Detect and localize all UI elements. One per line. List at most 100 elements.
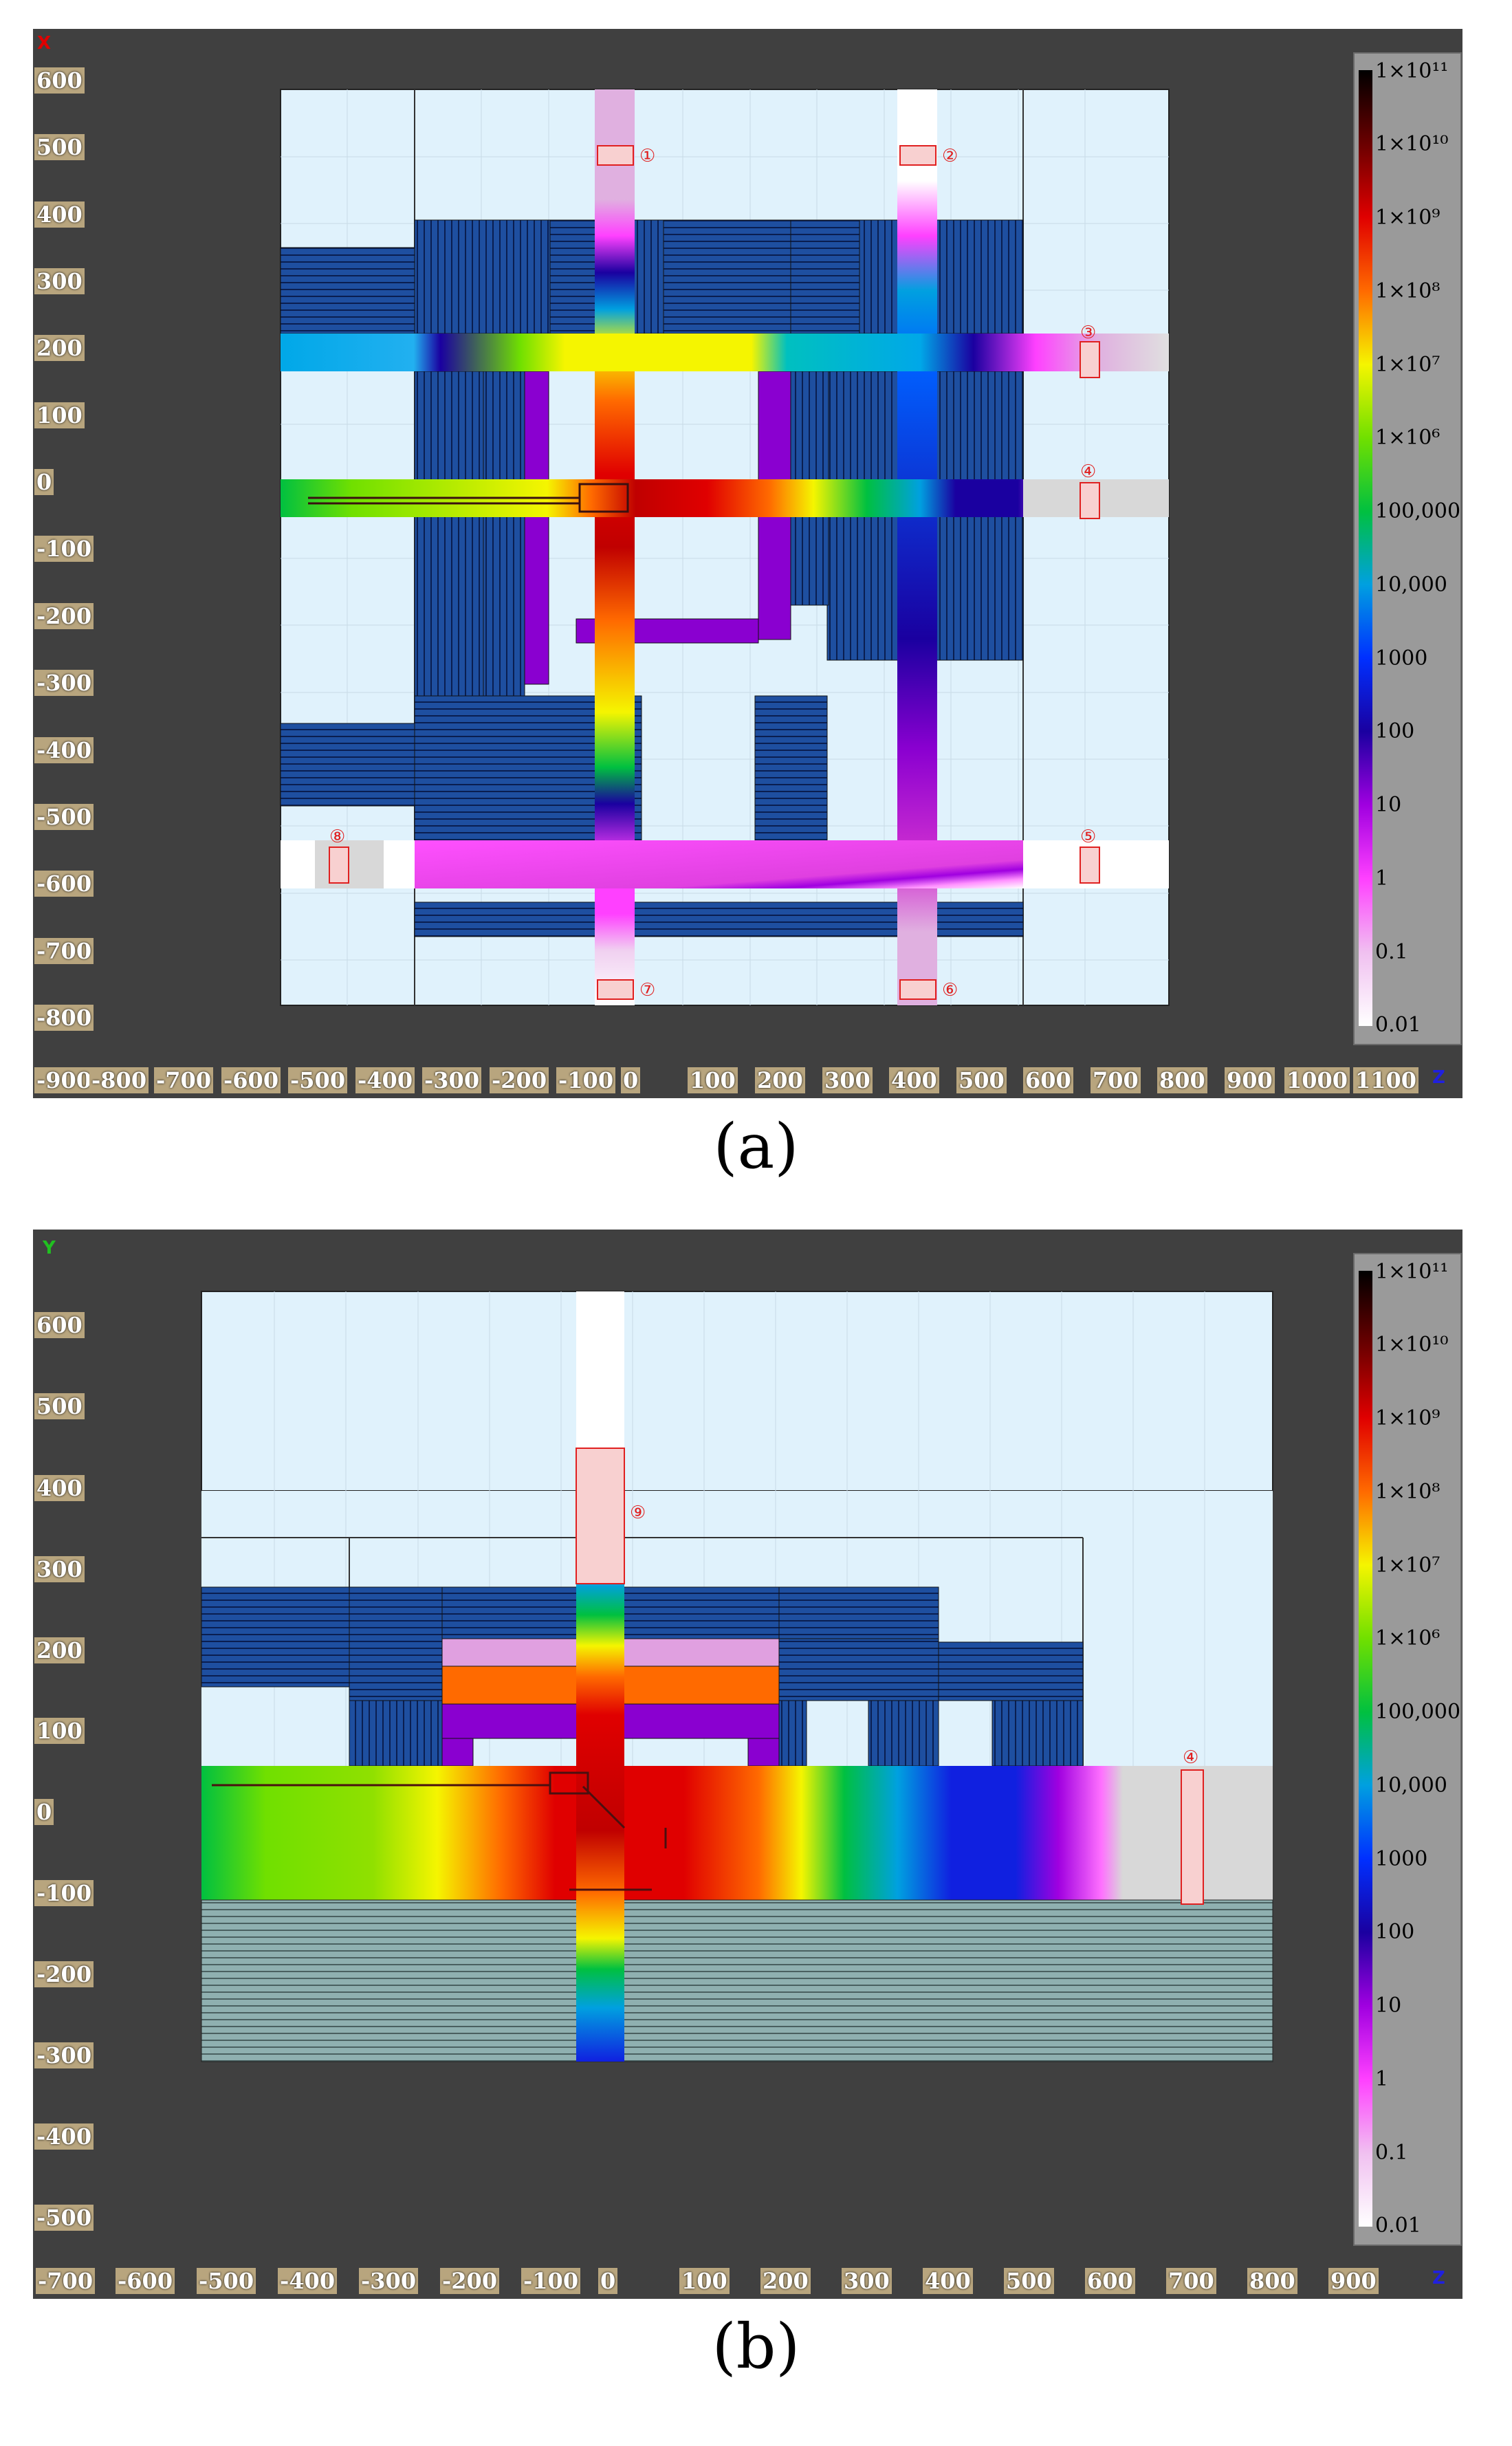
detector-labels: ① ② ③ ④ ⑤ ⑥ ⑦ ⑧ [329,146,1096,1001]
legend-label: 1×10¹⁰ [1375,1333,1449,1357]
legend-label: 10,000 [1375,1773,1447,1798]
y-tick: 0 [34,1799,54,1825]
y-tick: -400 [34,737,94,763]
band-horizontal-200 [281,334,1169,371]
marker-2: ② [942,146,958,166]
x-tick: -400 [355,1067,415,1093]
x-tick: -900 [34,1067,94,1093]
legend-label: 0.01 [1375,2214,1421,2238]
x-tick: -700 [36,2268,96,2294]
panel-a: ① ② ③ ④ ⑤ ⑥ ⑦ ⑧ X Z 600 500 400 300 200 … [33,29,1462,1098]
x-tick: -300 [359,2268,419,2294]
y-tick: -500 [34,804,94,830]
legend-label: 100,000 [1375,1700,1461,1724]
marker-5: ⑤ [1080,827,1096,847]
legend-label: 0.1 [1375,940,1408,964]
legend-label: 1×10⁸ [1375,279,1440,303]
y-tick: 0 [34,469,54,495]
y-tick: 300 [34,268,85,294]
column-band [576,1291,624,2062]
x-tick: 200 [755,1067,805,1093]
x-tick: 400 [889,1067,939,1093]
legend-label: 1000 [1375,646,1428,670]
panel-b: ⑨ ④ Y Z 600 500 400 300 200 100 0 -100 -… [33,1230,1462,2299]
source-device [308,483,629,513]
legend-label: 1×10⁷ [1375,1553,1440,1577]
x-tick: 100 [679,2268,730,2294]
caption-b: (b) [712,2311,800,2383]
y-tick: 200 [34,335,85,361]
x-tick: 500 [1004,2268,1054,2294]
detector-labels: ⑨ ④ [630,1503,1198,1768]
caption-a: (a) [713,1111,799,1183]
legend-label: 0.1 [1375,2141,1408,2165]
legend-label: 1×10¹¹ [1375,1260,1449,1284]
x-tick: -500 [288,1067,348,1093]
geometry-plot-b: ⑨ ④ [201,1291,1273,2062]
legend-label: 10 [1375,1994,1402,2018]
legend-label: 100,000 [1375,499,1461,523]
marker-4: ④ [1183,1747,1198,1768]
x-tick: 600 [1023,1067,1073,1093]
x-tick: -700 [154,1067,214,1093]
marker-9: ⑨ [630,1503,646,1523]
x-tick: -600 [116,2268,175,2294]
x-tick: -100 [521,2268,581,2294]
x-tick: 300 [822,1067,873,1093]
band-horizontal-600 [415,840,1023,888]
x-tick: -500 [197,2268,256,2294]
legend-bar [1359,70,1372,1026]
void-region [201,1291,1273,1492]
y-tick: 100 [34,1718,85,1744]
y-tick: -500 [34,2205,94,2231]
y-tick: -100 [34,1880,94,1906]
marker-4: ④ [1080,461,1096,482]
legend-label: 10,000 [1375,573,1447,597]
legend-label: 0.01 [1375,1013,1421,1037]
axis-label-y: Y [43,1238,56,1258]
x-tick: -600 [221,1067,281,1093]
x-tick: 0 [621,1067,641,1093]
x-tick: 1100 [1353,1067,1419,1093]
legend-bar [1359,1271,1372,2227]
x-tick: -100 [556,1067,616,1093]
soil-region [201,1899,1273,2062]
x-tick: 1000 [1284,1067,1350,1093]
y-tick: -400 [34,2123,94,2150]
x-tick: 900 [1328,2268,1379,2294]
y-tick: -300 [34,670,94,696]
legend-label: 1×10⁹ [1375,1406,1440,1430]
x-tick: 300 [842,2268,892,2294]
y-tick: -700 [34,938,94,964]
marker-1: ① [639,146,655,166]
legend-label: 10 [1375,793,1402,817]
color-legend-b: 1×10¹¹ 1×10¹⁰ 1×10⁹ 1×10⁸ 1×10⁷ 1×10⁶ 10… [1353,1253,1462,2246]
x-tick: 200 [760,2268,811,2294]
x-tick: 900 [1225,1067,1275,1093]
y-tick: -800 [34,1005,94,1031]
legend-label: 1×10⁶ [1375,1626,1440,1650]
color-legend-a: 1×10¹¹ 1×10¹⁰ 1×10⁹ 1×10⁸ 1×10⁷ 1×10⁶ 10… [1353,52,1462,1045]
y-tick: 100 [34,402,85,428]
x-tick: 800 [1157,1067,1207,1093]
legend-label: 100 [1375,1920,1415,1944]
legend-label: 1000 [1375,1847,1428,1871]
legend-label: 100 [1375,719,1415,743]
y-tick: 600 [34,67,85,94]
y-tick: 400 [34,201,85,228]
legend-label: 1×10⁸ [1375,1480,1440,1504]
y-tick: 400 [34,1475,85,1501]
legend-label: 1×10⁷ [1375,353,1440,377]
y-tick: -300 [34,2042,94,2068]
marker-8: ⑧ [329,827,345,847]
legend-label: 1 [1375,2067,1389,2091]
y-tick: 300 [34,1556,85,1582]
legend-label: 1×10⁶ [1375,426,1440,450]
x-tick: 0 [598,2268,618,2294]
legend-label: 1×10¹⁰ [1375,132,1449,156]
x-tick: 600 [1085,2268,1135,2294]
y-tick: 500 [34,134,85,160]
y-tick: 500 [34,1393,85,1419]
detector-markers [329,145,1100,1000]
x-tick: 100 [688,1067,738,1093]
